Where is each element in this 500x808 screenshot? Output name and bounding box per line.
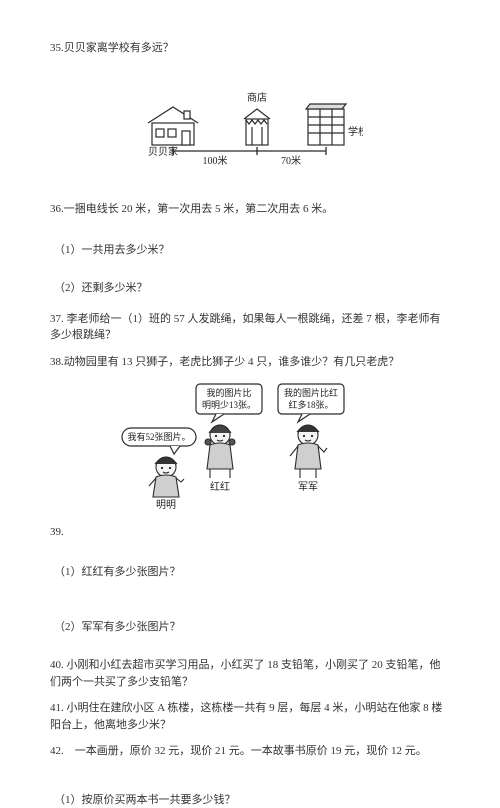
q36-text: 36.一捆电线长 20 米，第一次用去 5 米，第二次用去 6 米。 bbox=[50, 201, 450, 218]
shop-icon bbox=[244, 109, 270, 145]
q42-sub1: （1）按原价买两本书一共要多少钱？ bbox=[54, 792, 450, 808]
name-right: 军军 bbox=[298, 481, 318, 493]
kid-mid-icon bbox=[205, 425, 235, 478]
q39-sub1: （1）红红有多少张图片？ bbox=[54, 564, 450, 581]
q39-illustration: 我的图片比 明明少13张。 我的图片比红 红多18张。 我有52张图片。 bbox=[50, 380, 450, 516]
svg-text:我的图片比: 我的图片比 bbox=[206, 387, 251, 398]
q35-text: 35.贝贝家离学校有多远？ bbox=[50, 40, 450, 57]
bubble-right: 我的图片比红 红多18张。 bbox=[278, 384, 344, 422]
house-icon bbox=[148, 107, 198, 145]
q37-text: 37. 李老师给一（1）班的 57 人发跳绳，如果每人一根跳绳，还差 7 根，李… bbox=[50, 311, 450, 344]
q39-sub2: （2）军军有多少张图片？ bbox=[54, 619, 450, 636]
svg-text:红多18张。: 红多18张。 bbox=[288, 399, 333, 410]
q40-text: 40. 小刚和小红去超市买学习用品，小红买了 18 支铅笔，小刚买了 20 支铅… bbox=[50, 657, 450, 690]
school-label: 学校 bbox=[348, 125, 363, 138]
distance-diagram: 商店 贝贝家 学校 100米 70米 bbox=[138, 89, 363, 174]
seg2-label: 70米 bbox=[281, 154, 301, 167]
kids-diagram: 我的图片比 明明少13张。 我的图片比红 红多18张。 我有52张图片。 bbox=[120, 380, 380, 510]
seg1-label: 100米 bbox=[202, 154, 227, 167]
q42-text: 42. 一本画册，原价 32 元，现价 21 元。一本故事书原价 19 元，现价… bbox=[50, 743, 450, 760]
q39-num: 39. bbox=[50, 524, 450, 541]
school-icon bbox=[306, 104, 346, 145]
q36-sub1: （1）一共用去多少米？ bbox=[54, 242, 450, 259]
bubble-left: 我有52张图片。 bbox=[122, 428, 196, 454]
q41-text: 41. 小明住在建欣小区 A 栋楼，这栋楼一共有 9 层，每层 4 米，小明站在… bbox=[50, 700, 450, 733]
q38-text: 38.动物园里有 13 只狮子，老虎比狮子少 4 只，谁多谁少？有几只老虎？ bbox=[50, 354, 450, 371]
svg-text:我的图片比红: 我的图片比红 bbox=[284, 387, 338, 398]
name-left: 明明 bbox=[156, 499, 176, 510]
svg-text:我有52张图片。: 我有52张图片。 bbox=[127, 431, 190, 442]
svg-text:明明少13张。: 明明少13张。 bbox=[202, 400, 256, 410]
bubble-mid: 我的图片比 明明少13张。 bbox=[196, 384, 262, 422]
kid-right-icon bbox=[290, 425, 327, 478]
shop-label: 商店 bbox=[247, 91, 267, 104]
kid-left-icon bbox=[149, 457, 184, 497]
q35-illustration: 商店 贝贝家 学校 100米 70米 bbox=[50, 89, 450, 180]
name-mid: 红红 bbox=[210, 480, 230, 493]
q36-sub2: （2）还剩多少米？ bbox=[54, 280, 450, 297]
